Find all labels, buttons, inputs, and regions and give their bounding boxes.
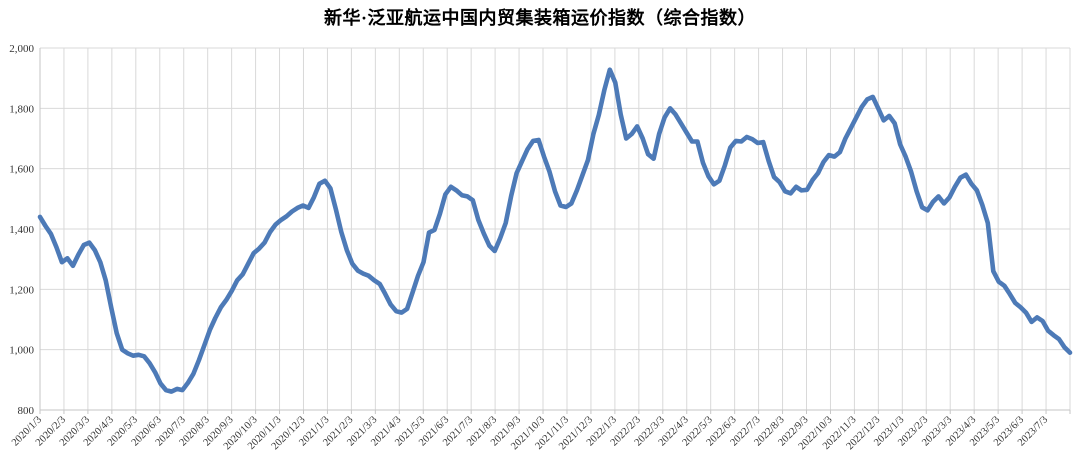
horizontal-gridlines	[40, 47, 1070, 411]
y-axis-labels: 800 1,000 1,200 1,400 1,600 1,800 2,000	[9, 43, 34, 417]
y-tick-label: 1,800	[9, 103, 34, 115]
y-tick-label: 2,000	[9, 43, 34, 55]
composite-index-line-series	[37, 67, 1073, 394]
y-tick-label: 1,000	[9, 345, 34, 357]
y-tick-label: 800	[18, 405, 35, 417]
x-axis-labels: 2020/1/32020/2/32020/3/32020/4/32020/5/3…	[10, 414, 1050, 452]
vertical-gridlines	[39, 48, 1071, 414]
y-tick-label: 1,600	[9, 164, 34, 176]
chart-title: 新华·泛亚航运中国内贸集装箱运价指数（综合指数）	[323, 8, 756, 28]
axis-lines	[39, 48, 1070, 411]
y-tick-label: 1,400	[9, 224, 34, 236]
y-tick-label: 1,200	[9, 284, 34, 296]
